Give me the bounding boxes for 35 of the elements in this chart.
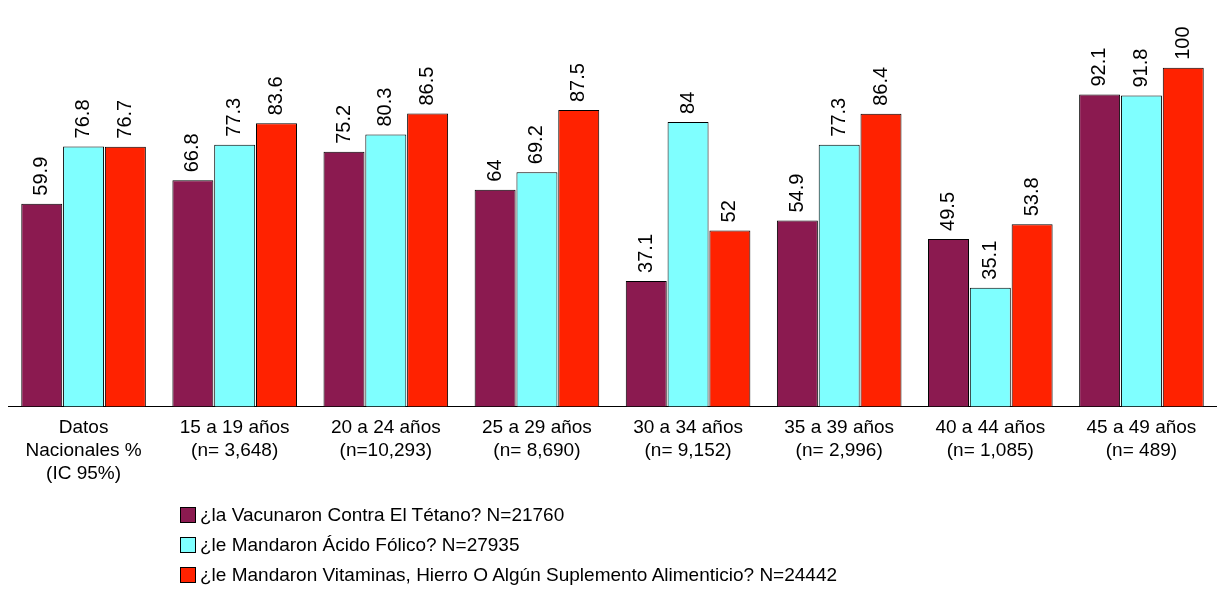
x-tick-label: Datos Nacionales % (IC 95%) [25, 416, 142, 483]
x-tick-label: 25 a 29 años (n= 8,690) [482, 416, 592, 461]
data-label: 76.8 [71, 99, 94, 139]
data-label: 59.9 [29, 156, 52, 196]
data-label: 69.2 [524, 125, 547, 165]
data-label: 66.8 [180, 133, 203, 173]
data-label: 100 [1170, 26, 1193, 60]
data-label: 77.3 [826, 97, 849, 137]
data-label: 52 [717, 200, 740, 223]
data-label: 49.5 [936, 191, 959, 231]
data-label: 80.3 [373, 87, 396, 127]
x-tick-label: 45 a 49 años (n= 489) [1086, 416, 1197, 461]
x-tick-label: 15 a 19 años (n= 3,648) [179, 416, 290, 461]
x-tick-label: 30 a 34 años (n= 9,152) [633, 416, 743, 461]
data-label: 75.2 [331, 104, 354, 144]
legend-label: ¿le Mandaron Vitaminas, Hierro O Algún Suplemento Alimenticio? N=24442 [200, 563, 838, 587]
x-tick-label: 40 a 44 años (n= 1,085) [935, 416, 1046, 461]
data-label: 77.3 [222, 97, 245, 137]
data-label: 76.7 [112, 99, 135, 139]
legend-label: ¿la Vacunaron Contra El Tétano? N=21760 [200, 503, 565, 527]
data-label: 92.1 [1087, 47, 1110, 87]
data-label: 87.5 [566, 63, 589, 103]
data-label: 86.5 [415, 66, 438, 106]
data-label: 86.4 [868, 66, 891, 106]
data-label: 91.8 [1128, 48, 1151, 88]
legend-label: ¿le Mandaron Ácido Fólico? N=27935 [200, 533, 520, 557]
data-label: 37.1 [633, 233, 656, 273]
data-label: 83.6 [264, 76, 287, 116]
data-label: 53.8 [1019, 177, 1042, 217]
data-label: 84 [675, 91, 698, 114]
x-tick-label: 20 a 24 años (n=10,293) [330, 416, 441, 461]
data-label: 64 [482, 159, 505, 182]
data-label: 35.1 [977, 240, 1000, 280]
x-tick-label: 35 a 39 años (n= 2,996) [784, 416, 895, 461]
data-label: 54.9 [784, 173, 807, 213]
